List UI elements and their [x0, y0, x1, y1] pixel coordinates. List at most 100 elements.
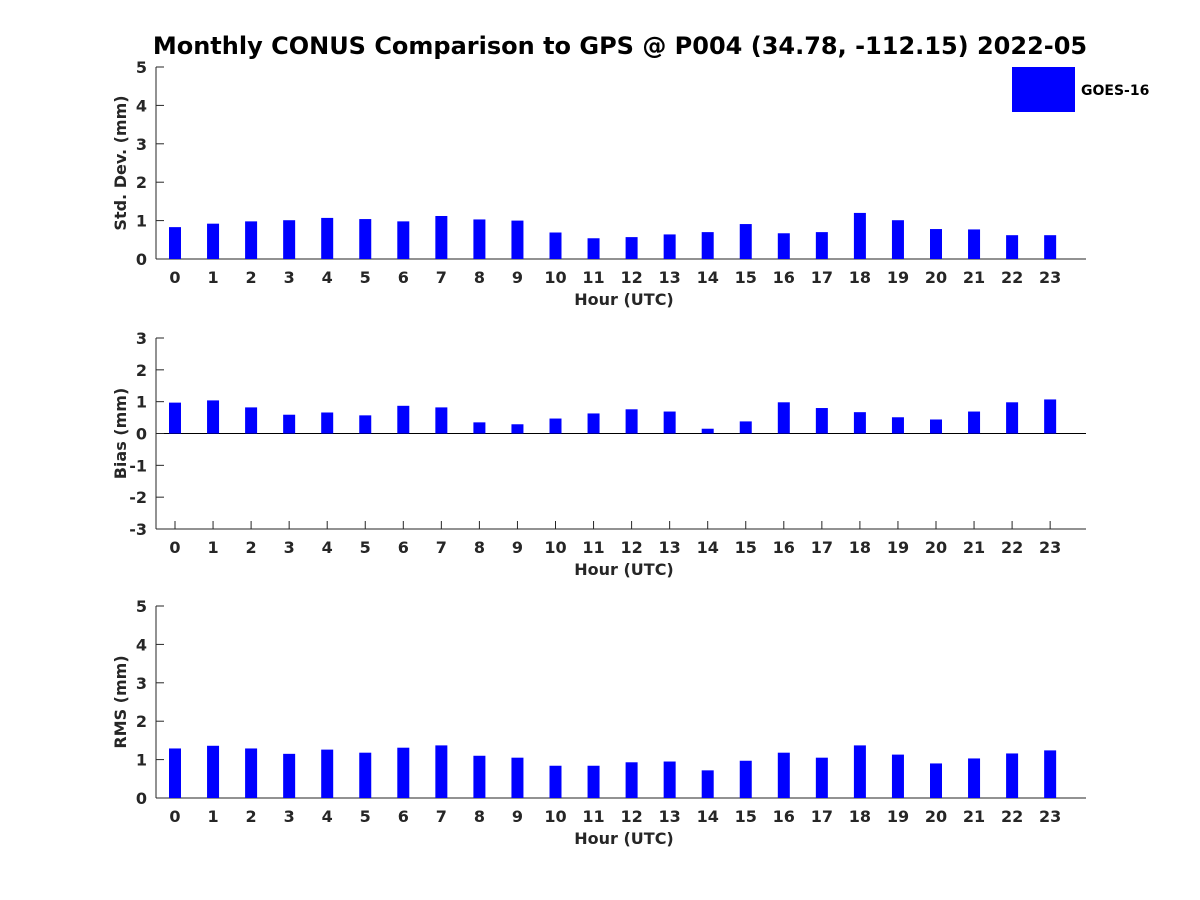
bar [891, 754, 904, 798]
x-tick-label: 12 [620, 268, 642, 287]
bar [473, 755, 486, 798]
bar [891, 417, 904, 434]
bar [587, 765, 600, 798]
bar [777, 233, 790, 259]
x-tick-label: 5 [360, 538, 371, 557]
bar [853, 412, 866, 434]
bar [1006, 402, 1019, 434]
x-tick-label: 8 [474, 268, 485, 287]
x-tick-label: 1 [207, 268, 218, 287]
x-tick-label: 7 [436, 268, 447, 287]
x-tick-label: 10 [544, 268, 566, 287]
y-axis-label: Bias (mm) [111, 388, 130, 480]
bar [815, 408, 828, 434]
y-tick-label: 2 [136, 712, 147, 731]
x-tick-label: 22 [1001, 538, 1023, 557]
bar [625, 409, 638, 434]
x-tick-label: 15 [735, 807, 757, 826]
bar [968, 411, 981, 434]
bar [587, 238, 600, 259]
x-tick-label: 2 [246, 538, 257, 557]
bar [853, 745, 866, 798]
x-tick-label: 4 [322, 538, 333, 557]
x-tick-label: 14 [697, 807, 719, 826]
bar [549, 418, 562, 434]
x-tick-label: 8 [474, 807, 485, 826]
y-tick-label: 0 [136, 425, 147, 444]
bar [169, 227, 181, 259]
x-tick-label: 11 [582, 268, 604, 287]
bar [930, 229, 942, 259]
bar [207, 223, 220, 259]
y-tick-label: 0 [136, 250, 147, 269]
bar [625, 762, 638, 798]
x-tick-label: 13 [659, 538, 681, 557]
bar [549, 232, 562, 259]
x-tick-label: 0 [169, 538, 180, 557]
bar [245, 221, 258, 259]
bar [853, 212, 866, 259]
bar [815, 757, 828, 798]
x-tick-label: 12 [620, 538, 642, 557]
x-tick-label: 22 [1001, 268, 1023, 287]
x-tick-label: 23 [1039, 538, 1061, 557]
bar [968, 229, 981, 259]
x-tick-label: 7 [436, 538, 447, 557]
x-tick-label: 9 [512, 268, 523, 287]
bar [1044, 399, 1057, 434]
x-tick-label: 21 [963, 268, 985, 287]
y-tick-label: 1 [136, 393, 147, 412]
y-tick-label: -3 [129, 520, 147, 539]
bar [891, 220, 904, 259]
bar [777, 402, 790, 434]
x-tick-label: 3 [284, 268, 295, 287]
bar [473, 219, 486, 259]
bar [169, 402, 181, 434]
y-axis-label: Std. Dev. (mm) [111, 95, 130, 230]
x-tick-label: 16 [773, 807, 795, 826]
bar [549, 765, 562, 798]
x-tick-label: 20 [925, 268, 947, 287]
bar [739, 224, 752, 259]
legend-swatch [1012, 67, 1075, 112]
bar [283, 753, 296, 798]
x-tick-label: 16 [773, 538, 795, 557]
bar [1044, 235, 1057, 259]
x-tick-label: 4 [322, 268, 333, 287]
bar [321, 749, 334, 798]
x-tick-label: 16 [773, 268, 795, 287]
chart-title: Monthly CONUS Comparison to GPS @ P004 (… [153, 32, 1087, 60]
x-tick-label: 6 [398, 268, 409, 287]
bar [511, 220, 524, 259]
x-tick-label: 0 [169, 807, 180, 826]
x-tick-label: 12 [620, 807, 642, 826]
x-tick-label: 14 [697, 268, 719, 287]
bar [739, 760, 752, 798]
bar [169, 748, 181, 798]
x-tick-label: 1 [207, 538, 218, 557]
bar [397, 747, 410, 798]
x-tick-label: 0 [169, 268, 180, 287]
bar [930, 763, 942, 798]
x-tick-label: 9 [512, 538, 523, 557]
x-tick-label: 20 [925, 807, 947, 826]
y-tick-label: 5 [136, 597, 147, 616]
x-tick-label: 15 [735, 538, 757, 557]
bar [435, 407, 448, 434]
bar [663, 411, 676, 434]
bar [701, 770, 714, 798]
x-tick-label: 18 [849, 268, 871, 287]
bar [283, 414, 296, 434]
bar [359, 219, 372, 259]
bar [511, 424, 524, 434]
bar [397, 405, 410, 434]
bar [321, 412, 334, 434]
bar [321, 217, 334, 259]
x-tick-label: 5 [360, 807, 371, 826]
x-tick-label: 7 [436, 807, 447, 826]
bar [245, 748, 258, 798]
